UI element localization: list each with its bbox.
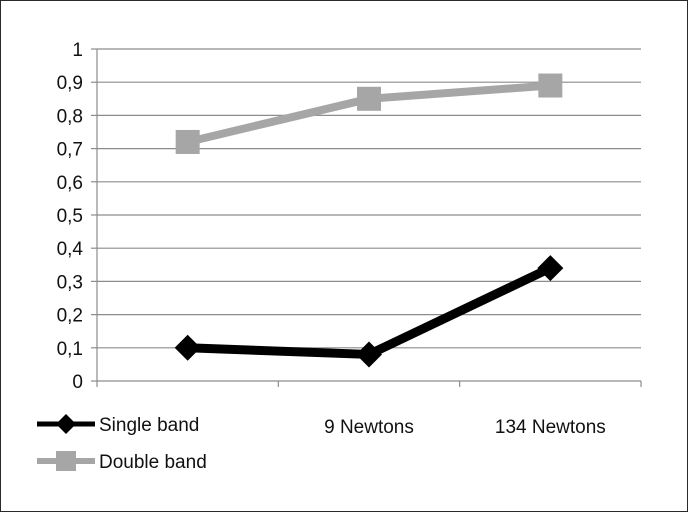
data-point [356, 341, 382, 368]
data-point [175, 129, 200, 154]
y-tick-label: 0,2 [57, 306, 83, 327]
legend: Single band Double band [37, 414, 207, 473]
y-tick-label: 0,6 [57, 173, 83, 194]
y-tick-label: 0 [72, 372, 83, 393]
y-tick-label: 0,4 [57, 239, 84, 260]
x-tick-label: 9 Newtons [324, 417, 414, 438]
y-tick-label: 0,5 [57, 206, 83, 227]
legend-label: Single band [99, 415, 199, 436]
series-group [174, 73, 564, 368]
legend-marker [56, 414, 76, 434]
y-tick-label: 0,3 [57, 272, 83, 293]
y-tick-label: 0,9 [57, 73, 83, 94]
y-tick-label: 0,8 [57, 106, 83, 127]
y-tick-label: 0,1 [57, 339, 83, 360]
axes: 0 0,1 0,2 0,3 0,4 0,5 0,6 0,7 0,8 0,9 1 9 Newtons 13… [57, 40, 642, 438]
legend-item: Single band [37, 414, 199, 436]
legend-item: Double band [37, 451, 207, 473]
y-tick-label: 0,7 [57, 140, 83, 161]
x-tick-label: 134 Newtons [495, 417, 606, 438]
data-point [357, 86, 381, 111]
legend-label: Double band [99, 452, 207, 473]
data-point [174, 334, 201, 361]
y-tick-label: 1 [72, 40, 83, 61]
data-point [537, 255, 564, 282]
data-point [538, 73, 563, 98]
legend-marker [56, 451, 76, 471]
